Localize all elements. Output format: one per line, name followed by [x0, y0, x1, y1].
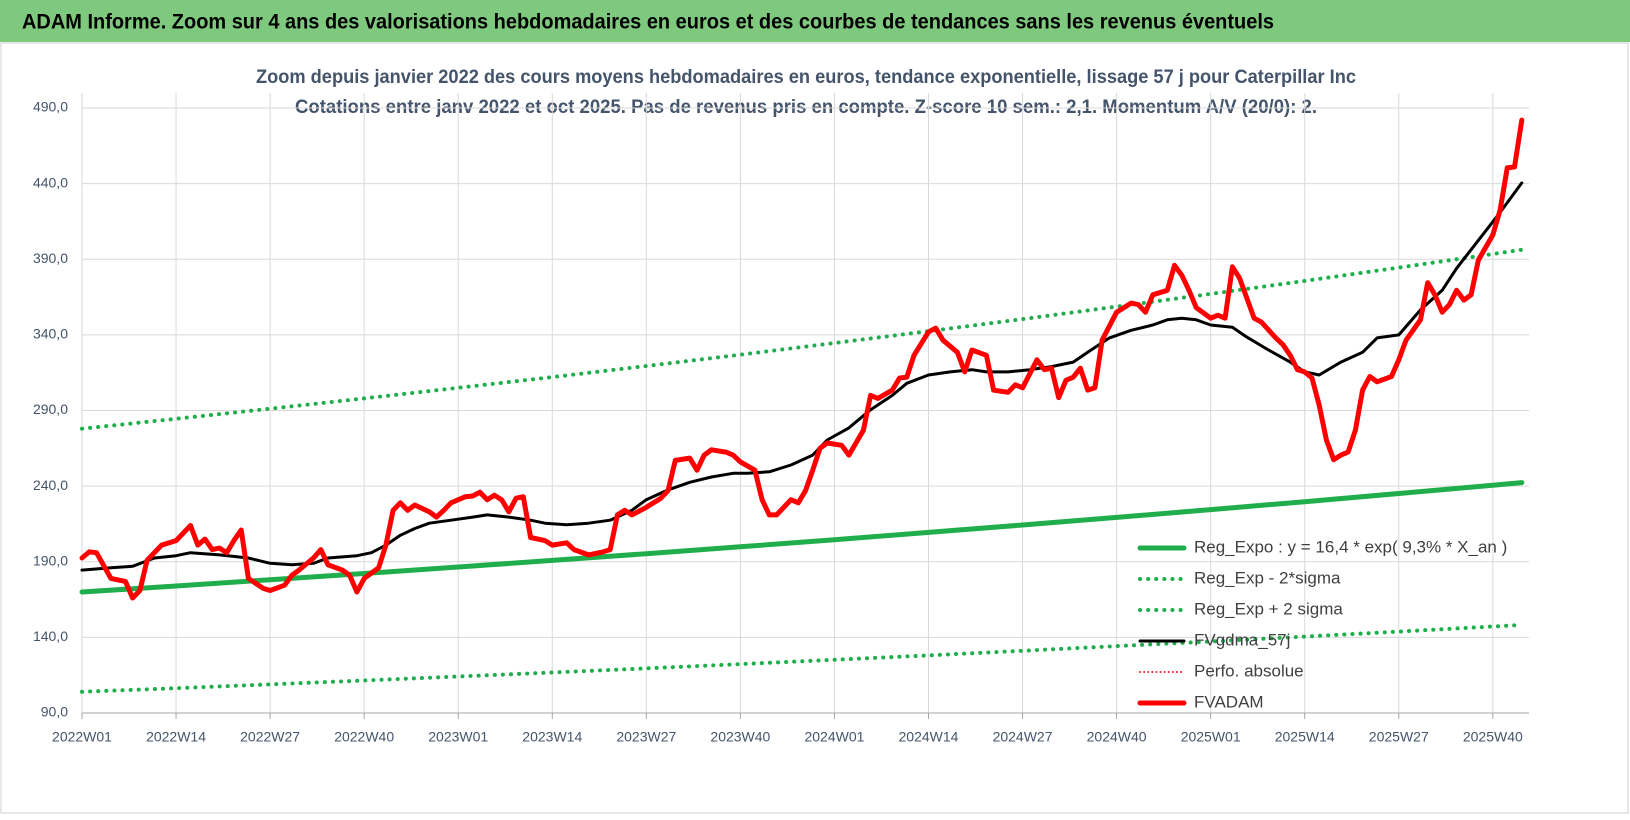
legend-label: FVADAM	[1194, 692, 1264, 711]
y-tick-label: 190,0	[33, 552, 68, 568]
series-line	[79, 117, 1525, 601]
y-tick-label: 90,0	[41, 704, 68, 720]
series-line	[79, 480, 1525, 595]
y-tick-label: 440,0	[33, 174, 68, 190]
x-tick-label: 2022W27	[240, 729, 300, 745]
y-tick-label: 140,0	[33, 628, 68, 644]
series-line	[80, 623, 1524, 694]
legend-label: Reg_Exp - 2*sigma	[1194, 568, 1341, 587]
y-tick-label: 290,0	[33, 401, 68, 417]
x-tick-label: 2023W40	[710, 729, 770, 745]
chart-title: Zoom depuis janvier 2022 des cours moyen…	[256, 67, 1356, 88]
x-tick-label: 2023W27	[616, 729, 676, 745]
legend-label: Reg_Expo : y = 16,4 * exp( 9,3% * X_an )	[1194, 537, 1507, 556]
x-tick-label: 2022W01	[52, 729, 112, 745]
y-tick-label: 340,0	[33, 326, 68, 342]
legend-label: Perfo. absolue	[1194, 661, 1304, 680]
x-tick-label: 2024W14	[899, 729, 959, 745]
x-tick-label: 2025W27	[1369, 729, 1429, 745]
header-title: ADAM Informe. Zoom sur 4 ans des valoris…	[22, 11, 1274, 34]
x-tick-label: 2022W40	[334, 729, 394, 745]
x-tick-label: 2023W01	[428, 729, 488, 745]
x-tick-label: 2025W40	[1463, 729, 1523, 745]
legend-label: FVgdma_57j	[1194, 630, 1290, 649]
x-tick-label: 2024W40	[1087, 729, 1147, 745]
chart-border	[0, 42, 1629, 814]
x-tick-label: 2024W27	[993, 729, 1053, 745]
legend-label: Reg_Exp + 2 sigma	[1194, 599, 1343, 618]
x-tick-label: 2024W01	[804, 729, 864, 745]
x-tick-label: 2023W14	[522, 729, 582, 745]
y-tick-label: 390,0	[33, 250, 68, 266]
y-tick-label: 240,0	[33, 477, 68, 493]
y-tick-label: 490,0	[33, 99, 68, 115]
x-tick-label: 2025W14	[1275, 729, 1335, 745]
x-tick-label: 2022W14	[146, 729, 206, 745]
header-bar	[0, 0, 1630, 42]
series-line	[80, 247, 1524, 431]
x-tick-label: 2025W01	[1181, 729, 1241, 745]
